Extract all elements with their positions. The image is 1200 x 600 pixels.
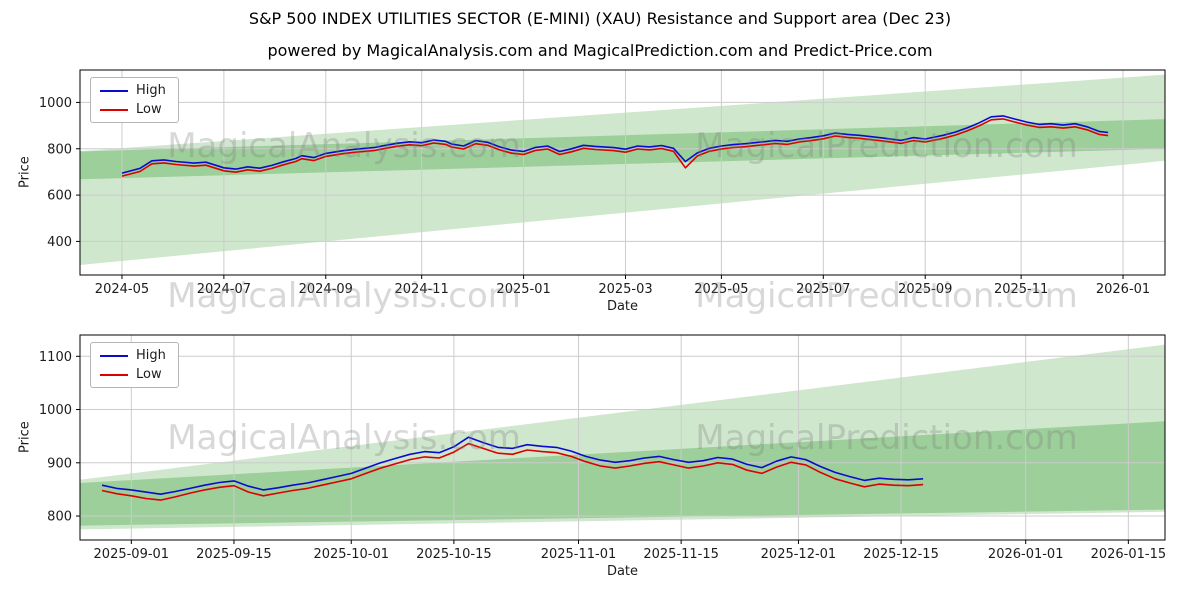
support-resistance-outer — [80, 74, 1165, 265]
x-tick-label: 2024-05 — [95, 282, 149, 297]
legend-item-low: Low — [100, 102, 166, 117]
legend-item-high: High — [100, 83, 166, 98]
x-tick-label: 2024-07 — [197, 282, 251, 297]
x-tick-label: 2025-07 — [796, 282, 850, 297]
y-tick-label: 600 — [47, 189, 72, 204]
x-tick-label: 2025-11-01 — [541, 547, 617, 562]
axes-frame — [79, 69, 1166, 276]
x-tick-label: 2025-09 — [898, 282, 952, 297]
bottom-price-axis-label: Price — [17, 421, 33, 454]
x-tick-label: 2024-11 — [395, 282, 449, 297]
x-tick-label: 2024-09 — [299, 282, 353, 297]
top-legend: High Low — [90, 77, 179, 123]
chart-title: S&P 500 INDEX UTILITIES SECTOR (E-MINI) … — [248, 9, 952, 28]
bottom-plot-area: 2025-09-01 2025-09-15 2025-10-01 2025-10-15… — [39, 334, 1166, 562]
x-tick-label: 2025-11 — [994, 282, 1048, 297]
low-line — [121, 118, 1109, 177]
legend-item-high: High — [100, 348, 166, 363]
legend-item-low: Low — [100, 367, 166, 382]
y-tick-label: 900 — [47, 456, 72, 471]
bottom-legend: High Low — [90, 342, 179, 388]
top-chart: Price 2024-05 2024-07 2024-09 2024-11 2025-0… — [18, 69, 1166, 314]
top-date-axis-label: Date — [606, 299, 639, 314]
low-line — [101, 442, 924, 501]
bottom-chart: Price 2025-09-01 2025-09-15 2025-10-01 2025… — [18, 334, 1166, 579]
x-tick-label: 2025-09-15 — [196, 547, 272, 562]
top-price-axis-label: Price — [17, 156, 33, 189]
x-tick-label: 2025-12-15 — [863, 547, 939, 562]
legend-label-low: Low — [136, 102, 162, 117]
chart-subtitle: powered by MagicalAnalysis.com and Magic… — [267, 41, 933, 60]
x-tick-label: 2025-11-15 — [643, 547, 719, 562]
x-tick-label: 2026-01-01 — [988, 547, 1064, 562]
high-line — [101, 436, 924, 495]
low-line-sample — [100, 108, 128, 111]
x-tick-label: 2025-05 — [694, 282, 748, 297]
y-tick-label: 800 — [47, 510, 72, 525]
top-plot-area: 2024-05 2024-07 2024-09 2024-11 2025-01 2025-… — [39, 69, 1166, 297]
high-line-sample — [100, 89, 128, 92]
legend-label-low: Low — [136, 367, 162, 382]
y-tick-label: 1100 — [39, 350, 72, 365]
legend-label-high: High — [136, 348, 166, 363]
axes-frame — [79, 334, 1166, 541]
x-tick-label: 2025-01 — [496, 282, 550, 297]
y-tick-label: 400 — [47, 235, 72, 250]
y-tick-label: 1000 — [39, 96, 72, 111]
legend-label-high: High — [136, 83, 166, 98]
high-line-sample — [100, 354, 128, 357]
x-tick-label: 2025-10-15 — [416, 547, 492, 562]
x-tick-label: 2025-03 — [598, 282, 652, 297]
x-tick-label: 2026-01 — [1096, 282, 1150, 297]
x-tick-label: 2025-10-01 — [313, 547, 389, 562]
bottom-date-axis-label: Date — [606, 564, 639, 579]
x-tick-label: 2025-09-01 — [94, 547, 170, 562]
x-tick-label: 2025-12-01 — [761, 547, 837, 562]
y-tick-label: 1000 — [39, 403, 72, 418]
high-line — [121, 115, 1109, 174]
low-line-sample — [100, 373, 128, 376]
y-tick-label: 800 — [47, 142, 72, 157]
x-tick-label: 2026-01-15 — [1091, 547, 1167, 562]
